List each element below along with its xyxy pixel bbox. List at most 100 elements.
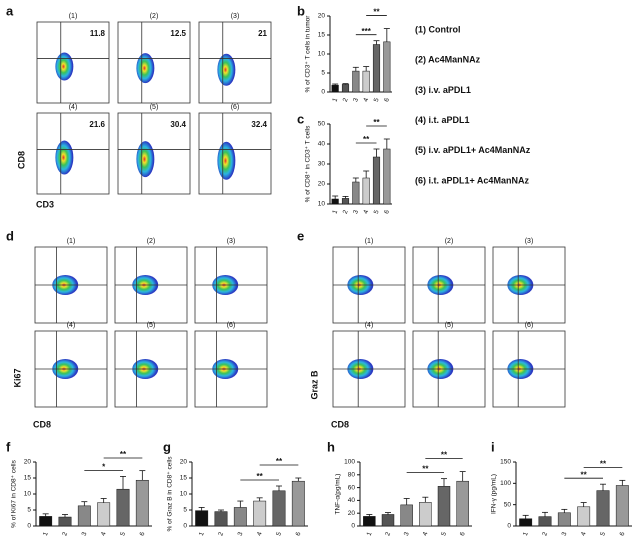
- significance-label: **: [276, 457, 283, 466]
- x-tick-label: 1: [198, 531, 206, 537]
- bar: [233, 507, 247, 527]
- density-blob: [136, 141, 155, 178]
- y-tick-label: 0: [507, 523, 511, 530]
- plot-frame: [117, 21, 191, 104]
- bar: [400, 504, 413, 527]
- plot-title: (6): [525, 322, 534, 329]
- x-tick-label: 1: [366, 531, 374, 537]
- y-tick-label: 50: [318, 121, 326, 128]
- bar: [419, 502, 432, 527]
- significance-label: **: [373, 8, 380, 17]
- axis-label: CD8: [331, 419, 349, 429]
- significance-label: **: [441, 451, 448, 460]
- gate-value: 12.5: [170, 29, 186, 38]
- x-tick-label: 6: [383, 209, 391, 215]
- bar: [577, 506, 591, 527]
- panel-label: e: [297, 228, 304, 243]
- x-tick-label: 6: [295, 531, 303, 537]
- x-tick-label: 6: [459, 531, 467, 537]
- bar: [331, 84, 339, 93]
- plot-title: (3): [525, 238, 534, 245]
- y-tick-label: 20: [318, 13, 326, 20]
- x-tick-label: 2: [384, 531, 392, 537]
- y-tick-label: 20: [24, 459, 32, 466]
- bar: [195, 510, 209, 527]
- panel-label: a: [6, 3, 14, 18]
- density-blob: [217, 53, 236, 86]
- legend-entry: (3) i.v. aPDL1: [415, 85, 471, 95]
- bar: [291, 480, 305, 527]
- plot-title: (2): [150, 13, 159, 20]
- y-tick-label: 10: [318, 201, 326, 208]
- plot-title: (3): [227, 238, 236, 245]
- x-tick-label: 5: [275, 531, 283, 537]
- bar: [341, 198, 350, 205]
- x-tick-label: 5: [373, 209, 381, 215]
- x-tick-label: 5: [440, 531, 448, 537]
- bar: [557, 512, 571, 527]
- panel-label: h: [327, 439, 335, 454]
- y-tick-label: 5: [27, 507, 31, 514]
- x-tick-label: 4: [580, 531, 588, 537]
- bar: [381, 514, 395, 527]
- x-tick-label: 4: [422, 531, 430, 537]
- plot-title: (6): [231, 104, 240, 111]
- y-tick-label: 15: [24, 475, 32, 482]
- x-tick-label: 6: [383, 97, 391, 103]
- x-tick-label: 4: [362, 97, 370, 103]
- legend-entry: (1) Control: [415, 24, 461, 34]
- y-tick-label: 10: [318, 51, 326, 58]
- significance-label: **: [120, 450, 127, 459]
- y-axis-title: TNF-α(pg/mL): [335, 474, 342, 515]
- bar: [352, 70, 360, 93]
- legend-entry: (4) i.t. aPDL1: [415, 115, 470, 125]
- density-blob: [136, 53, 155, 84]
- axis-label: CD3: [36, 199, 54, 209]
- bar: [372, 156, 381, 205]
- y-tick-label: 0: [27, 523, 31, 530]
- x-tick-label: 2: [541, 531, 549, 537]
- y-tick-label: 15: [180, 475, 188, 482]
- x-tick-label: 5: [599, 531, 607, 537]
- axis-label: CD8: [16, 151, 26, 169]
- y-tick-label: 20: [180, 459, 188, 466]
- significance-label: ***: [361, 27, 371, 36]
- significance-label: **: [257, 472, 264, 481]
- x-tick-label: 1: [331, 97, 339, 103]
- bar: [383, 148, 391, 205]
- y-tick-label: 0: [321, 89, 325, 96]
- x-tick-label: 6: [619, 531, 627, 537]
- bar: [363, 516, 376, 527]
- y-tick-label: 5: [321, 70, 325, 77]
- bar: [596, 490, 610, 527]
- significance-label: **: [363, 135, 370, 144]
- x-tick-label: 3: [81, 531, 89, 537]
- plot-frame: [117, 112, 191, 195]
- panel-label: b: [297, 3, 305, 18]
- axis-label: Ki67: [12, 368, 22, 387]
- plot-frame: [198, 112, 272, 195]
- axis-label: Graz B: [309, 370, 319, 400]
- x-tick-label: 1: [522, 531, 530, 537]
- axis-label: CD8: [33, 419, 51, 429]
- bar: [116, 488, 130, 527]
- density-blob: [217, 141, 236, 180]
- plot-title: (4): [69, 104, 78, 111]
- plot-title: (2): [445, 238, 454, 245]
- legend-entry: (6) i.t. aPDL1+ Ac4ManNAz: [415, 175, 529, 185]
- bar: [58, 516, 72, 527]
- y-axis-title: IFN-γ (pg/mL): [491, 474, 498, 514]
- bar: [253, 500, 267, 527]
- bar: [135, 479, 149, 527]
- bar: [331, 198, 339, 205]
- bar: [519, 518, 533, 527]
- x-tick-label: 4: [256, 531, 264, 537]
- plot-title: (5): [150, 104, 159, 111]
- significance-label: **: [600, 459, 607, 468]
- bar: [383, 41, 391, 93]
- density-blob: [55, 52, 74, 81]
- plot-title: (5): [445, 322, 454, 329]
- x-tick-label: 1: [331, 209, 339, 215]
